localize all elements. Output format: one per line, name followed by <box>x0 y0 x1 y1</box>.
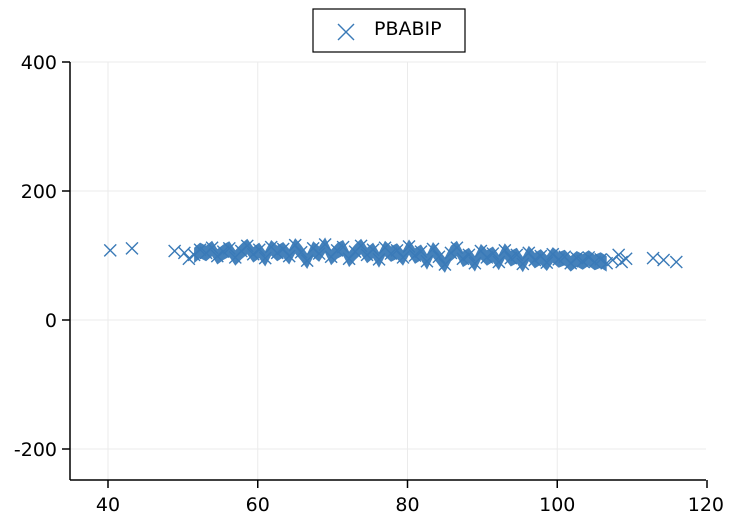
x-tick-label: 100 <box>539 494 575 516</box>
y-tick-label: 200 <box>21 181 57 203</box>
data-points <box>103 237 683 273</box>
grid-lines <box>70 61 706 480</box>
data-point <box>125 241 139 255</box>
x-tick-label: 40 <box>96 494 120 516</box>
x-tick-label: 80 <box>395 494 419 516</box>
data-point <box>103 243 117 257</box>
data-point <box>657 253 671 267</box>
data-point <box>612 248 626 262</box>
y-tick-label: -200 <box>14 439 57 461</box>
y-tick-label: 0 <box>45 310 57 332</box>
legend-label: PBABIP <box>374 18 442 40</box>
dense-point-cluster <box>194 237 607 273</box>
x-tick-label: 60 <box>246 494 270 516</box>
data-point <box>619 252 633 266</box>
data-point <box>646 251 660 265</box>
legend-box <box>312 8 466 53</box>
x-tick-label: 120 <box>688 494 724 516</box>
legend-marker-icon <box>337 23 355 41</box>
y-tick-label: 400 <box>21 52 57 74</box>
data-point <box>182 252 196 266</box>
legend: PBABIP <box>312 8 466 53</box>
tick-labels: -200 0 200 400 40 60 80 100 120 <box>14 52 724 516</box>
axes <box>62 61 708 488</box>
data-point <box>669 255 683 269</box>
